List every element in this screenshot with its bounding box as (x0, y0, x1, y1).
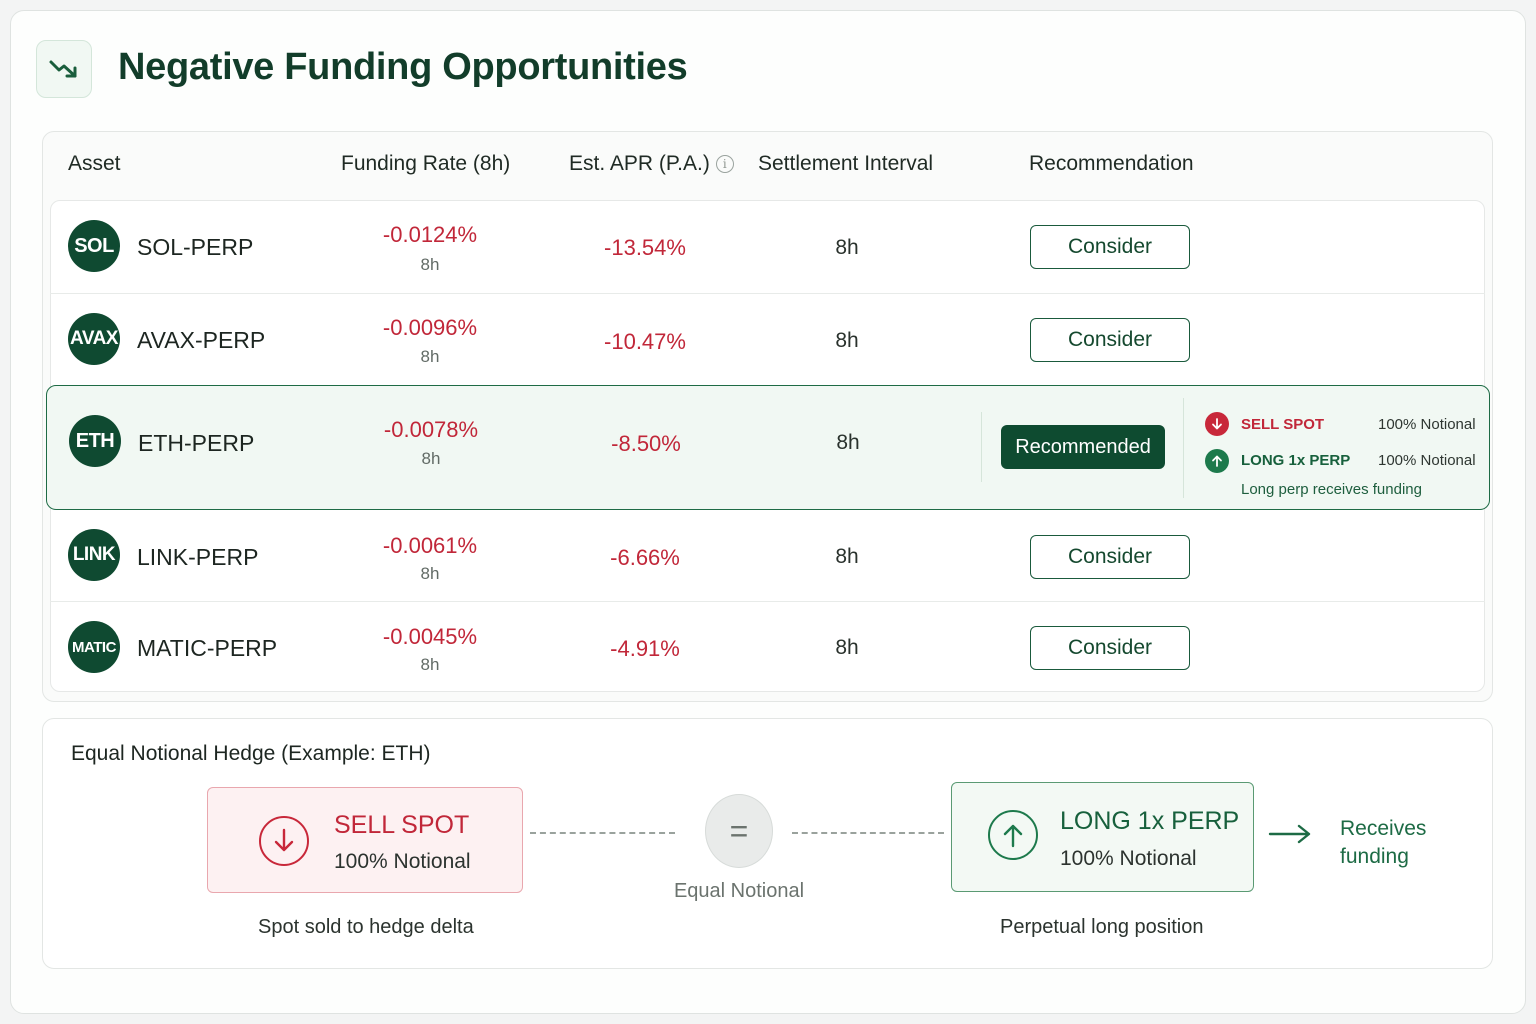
col-header-recommendation[interactable]: Recommendation (1029, 152, 1194, 175)
asset-name: LINK-PERP (137, 544, 259, 570)
table-row[interactable]: SOL SOL-PERP -0.0124% 8h -13.54% 8h Cons… (50, 200, 1485, 294)
divider (981, 412, 982, 482)
est-apr: -10.47% (604, 329, 686, 354)
est-apr: -13.54% (604, 235, 686, 260)
funding-rate-interval: 8h (420, 347, 440, 366)
col-header-funding-rate[interactable]: Funding Rate (8h) (341, 152, 511, 175)
col-header-interval[interactable]: Settlement Interval (758, 152, 934, 175)
col-header-asset[interactable]: Asset (68, 152, 121, 175)
long-perp-caption: Perpetual long position (1000, 916, 1204, 938)
settlement-interval: 8h (836, 431, 860, 454)
long-perp-notional: 100% Notional (1060, 847, 1197, 870)
settlement-interval: 8h (835, 545, 859, 568)
table-row-recommended[interactable]: ETH ETH-PERP -0.0078% 8h -8.50% 8h Recom… (46, 385, 1490, 510)
asset-badge: SOL (68, 220, 120, 272)
dashed-connector (792, 832, 944, 834)
funding-rate-interval: 8h (420, 564, 440, 583)
arrow-right-icon (1268, 824, 1311, 844)
asset-badge: AVAX (68, 313, 120, 365)
trending-down-icon (49, 60, 77, 78)
row-divider (50, 293, 1485, 294)
col-header-apr[interactable]: Est. APR (P.A.) i (569, 152, 734, 176)
hedge-title: Equal Notional Hedge (Example: ETH) (71, 742, 431, 765)
sell-spot-label: SELL SPOT (1241, 416, 1325, 433)
funding-rate: -0.0045% (382, 624, 478, 649)
info-icon[interactable]: i (715, 155, 734, 173)
divider (1183, 398, 1184, 498)
arrow-down-icon (1205, 412, 1229, 436)
sell-spot-heading: SELL SPOT (334, 811, 470, 839)
page-title: Negative Funding Opportunities (118, 46, 688, 88)
est-apr: -6.66% (610, 545, 680, 570)
settlement-interval: 8h (835, 636, 859, 659)
sell-spot-notional: 100% Notional (1378, 416, 1476, 433)
col-header-apr-label: Est. APR (P.A.) (569, 152, 710, 175)
est-apr: -4.91% (610, 636, 680, 661)
asset-name: SOL-PERP (137, 234, 254, 260)
funding-rate-interval: 8h (420, 655, 440, 674)
arrow-down-circle-icon (259, 816, 309, 866)
asset-name: AVAX-PERP (137, 327, 266, 353)
asset-name: ETH-PERP (138, 430, 255, 456)
equals-icon: = (705, 794, 773, 868)
consider-button[interactable]: Consider (1030, 535, 1190, 579)
funding-rate: -0.0096% (382, 315, 478, 340)
funding-rate: -0.0078% (383, 417, 479, 442)
funding-rate-interval: 8h (421, 449, 441, 468)
receives-funding-label: Receives funding (1340, 817, 1427, 868)
asset-badge: ETH (69, 415, 121, 467)
table-row[interactable]: MATIC MATIC-PERP -0.0045% 8h -4.91% 8h C… (50, 602, 1485, 692)
funding-note: Long perp receives funding (1241, 481, 1422, 498)
long-perp-label: LONG 1x PERP (1241, 452, 1351, 469)
funding-rate-interval: 8h (420, 255, 440, 274)
recommended-button[interactable]: Recommended (1001, 425, 1165, 469)
funding-rate: -0.0061% (382, 533, 478, 558)
long-perp-box: LONG 1x PERP 100% Notional (951, 782, 1254, 892)
consider-button[interactable]: Consider (1030, 225, 1190, 269)
table-row[interactable]: LINK LINK-PERP -0.0061% 8h -6.66% 8h Con… (50, 510, 1485, 602)
consider-button[interactable]: Consider (1030, 626, 1190, 670)
sell-spot-notional: 100% Notional (334, 850, 471, 873)
sell-spot-box: SELL SPOT 100% Notional (207, 787, 523, 893)
settlement-interval: 8h (835, 236, 859, 259)
est-apr: -8.50% (611, 431, 681, 456)
equal-notional-caption: Equal Notional (673, 880, 805, 902)
asset-name: MATIC-PERP (137, 635, 278, 661)
dashed-connector (530, 832, 675, 834)
sell-spot-caption: Spot sold to hedge delta (258, 916, 474, 938)
arrow-up-circle-icon (988, 810, 1038, 860)
funding-rate: -0.0124% (382, 222, 478, 247)
settlement-interval: 8h (835, 329, 859, 352)
asset-badge: LINK (68, 529, 120, 581)
long-perp-notional: 100% Notional (1378, 452, 1476, 469)
arrow-up-icon (1205, 449, 1229, 473)
row-divider (50, 601, 1485, 602)
header-icon-box (36, 40, 92, 98)
consider-button[interactable]: Consider (1030, 318, 1190, 362)
asset-badge: MATIC (68, 621, 120, 673)
long-perp-heading: LONG 1x PERP (1060, 807, 1240, 835)
table-row[interactable]: AVAX AVAX-PERP -0.0096% 8h -10.47% 8h Co… (50, 294, 1485, 386)
